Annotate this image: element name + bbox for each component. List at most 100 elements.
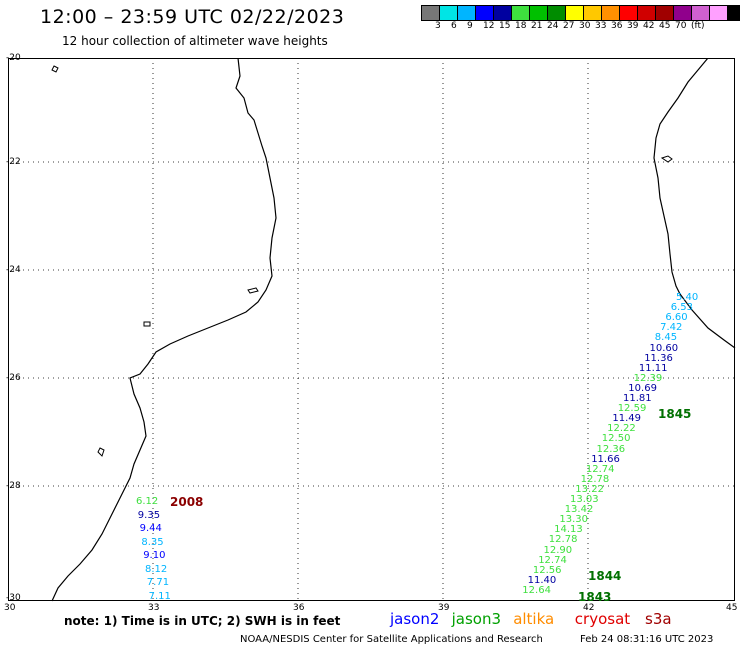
color-scale-label: 9 bbox=[467, 21, 473, 31]
lat-label: -26 bbox=[6, 373, 21, 383]
credit-line: NOAA/NESDIS Center for Satellite Applica… bbox=[240, 634, 543, 645]
wave-height-obs: 11.40 bbox=[527, 574, 557, 586]
wave-height-obs: 7.42 bbox=[660, 322, 683, 334]
map-frame bbox=[8, 58, 735, 601]
color-scale-label: 15 bbox=[499, 21, 511, 31]
color-scale-label: 30 bbox=[579, 21, 591, 31]
lat-label: -28 bbox=[6, 481, 21, 491]
wave-height-obs: 12.74 bbox=[585, 463, 615, 475]
legend-entry: jason3 bbox=[451, 610, 501, 628]
color-swatch bbox=[493, 5, 512, 21]
color-swatch bbox=[475, 5, 494, 21]
color-swatch bbox=[529, 5, 548, 21]
wave-height-obs: 14.13 bbox=[554, 524, 583, 536]
color-scale-label: 33 bbox=[595, 21, 607, 31]
wave-height-obs: 13.30 bbox=[559, 514, 589, 526]
wave-height-obs: 9.44 bbox=[139, 523, 162, 534]
color-scale-label: 45 bbox=[659, 21, 671, 31]
color-swatch bbox=[439, 5, 458, 21]
wave-height-obs: 12.59 bbox=[617, 403, 647, 415]
lat-label: -24 bbox=[6, 265, 21, 275]
legend-entry: jason2 bbox=[390, 610, 440, 628]
color-scale-label: 42 bbox=[643, 21, 655, 31]
map-title: 12:00 – 23:59 UTC 02/22/2023 bbox=[40, 6, 345, 28]
pass-time-label: 1844 bbox=[588, 569, 622, 583]
legend-entry: cryosat bbox=[574, 610, 631, 628]
map-canvas bbox=[8, 58, 736, 602]
color-swatch bbox=[547, 5, 566, 21]
lon-label: 42 bbox=[583, 603, 595, 613]
color-scale-label: (ft) bbox=[691, 21, 705, 31]
wave-height-obs: 12.22 bbox=[607, 423, 636, 435]
color-swatch bbox=[691, 5, 710, 21]
color-swatch bbox=[421, 5, 440, 21]
color-scale bbox=[421, 5, 740, 21]
color-swatch bbox=[565, 5, 584, 21]
legend-entry: altika bbox=[513, 610, 555, 628]
wave-height-obs: 11.66 bbox=[591, 453, 620, 465]
coastline-east bbox=[653, 58, 736, 349]
wave-height-obs: 10.69 bbox=[628, 382, 657, 394]
color-scale-label: 36 bbox=[611, 21, 623, 31]
color-scale-label: 18 bbox=[515, 21, 527, 31]
grid-lines bbox=[8, 58, 735, 601]
wave-height-obs: 12.90 bbox=[543, 544, 573, 556]
wave-height-obs: 11.36 bbox=[644, 352, 673, 364]
wave-height-obs: 13.42 bbox=[564, 504, 594, 516]
wave-height-obs: 12.78 bbox=[580, 473, 610, 485]
pass-time-label: 1843 bbox=[578, 590, 612, 604]
lon-label: 33 bbox=[148, 603, 160, 613]
wave-height-obs: 10.60 bbox=[649, 342, 679, 354]
lat-label: -22 bbox=[6, 157, 21, 167]
color-scale-labels: 3 6 9 12 15 18 21 24 27 30 33 36 39 42 45 70 (ft) bbox=[422, 21, 740, 33]
color-scale-label: 39 bbox=[627, 21, 639, 31]
wave-height-obs: 12.56 bbox=[532, 564, 562, 576]
color-swatch bbox=[637, 5, 656, 21]
wave-height-obs: 12.39 bbox=[633, 372, 663, 384]
color-swatch bbox=[457, 5, 476, 21]
color-scale-label: 6 bbox=[451, 21, 457, 31]
wave-height-obs: 6.60 bbox=[665, 312, 688, 324]
lat-label: -20 bbox=[6, 53, 21, 63]
legend-entry: s3a bbox=[645, 610, 672, 628]
color-swatch bbox=[655, 5, 674, 21]
wave-height-obs: 12.64 bbox=[522, 584, 551, 596]
color-scale-label: 70 bbox=[675, 21, 687, 31]
wave-height-obs: 9.10 bbox=[143, 550, 166, 561]
color-swatch bbox=[601, 5, 620, 21]
timestamp: Feb 24 08:31:16 UTC 2023 bbox=[580, 634, 714, 645]
map-subtitle: 12 hour collection of altimeter wave hei… bbox=[62, 34, 328, 48]
wave-height-obs: 12.74 bbox=[538, 554, 567, 566]
islands bbox=[51, 65, 673, 457]
color-scale-label: 3 bbox=[435, 21, 441, 31]
wave-height-obs: 13.03 bbox=[570, 494, 599, 505]
wave-height-obs: 6.53 bbox=[670, 302, 693, 314]
color-scale-label: 27 bbox=[563, 21, 575, 31]
footer-note: note: 1) Time is in UTC; 2) SWH is in fe… bbox=[64, 614, 341, 628]
wave-height-obs: 7.71 bbox=[146, 577, 170, 588]
wave-height-obs: 8.12 bbox=[145, 563, 168, 575]
color-scale-label: 12 bbox=[483, 21, 495, 31]
lon-label: 30 bbox=[4, 603, 16, 613]
wave-height-obs: 13.22 bbox=[575, 483, 604, 495]
color-swatch bbox=[511, 5, 530, 21]
wave-height-obs: 12.78 bbox=[548, 534, 578, 546]
color-scale-label: 24 bbox=[547, 21, 559, 31]
wave-height-obs: 7.11 bbox=[148, 590, 171, 602]
wave-height-obs: 9.35 bbox=[137, 509, 161, 521]
wave-height-obs: 12.50 bbox=[601, 433, 631, 445]
wave-height-obs: 6.12 bbox=[136, 496, 159, 507]
lon-label: 39 bbox=[438, 603, 450, 613]
lon-label: 36 bbox=[293, 603, 305, 613]
wave-height-obs: 12.36 bbox=[596, 443, 626, 455]
wave-height-obs: 11.49 bbox=[612, 413, 642, 425]
color-swatch bbox=[619, 5, 638, 21]
wave-height-obs: 11.11 bbox=[638, 362, 668, 374]
coastline-west bbox=[51, 58, 277, 602]
color-swatch bbox=[709, 5, 728, 21]
wave-height-obs: 5.40 bbox=[676, 292, 699, 303]
color-scale-label: 21 bbox=[531, 21, 543, 31]
color-swatch bbox=[673, 5, 692, 21]
wave-height-obs: 8.45 bbox=[654, 332, 678, 344]
pass-time-label: 1845 bbox=[658, 407, 692, 421]
